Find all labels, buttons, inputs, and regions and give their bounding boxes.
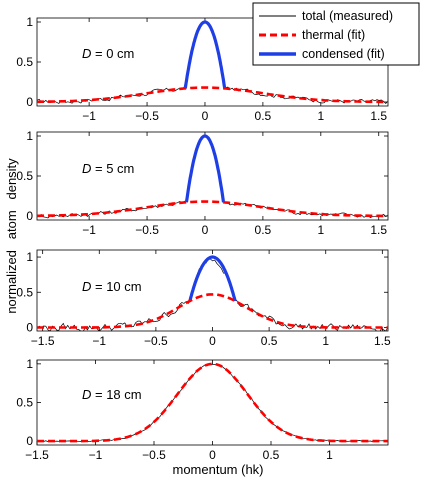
- y-tick-label: 0.5: [16, 285, 33, 299]
- legend-label-condensed: condensed (fit): [302, 47, 385, 61]
- y-tick-label: 1: [26, 129, 33, 143]
- y-tick-label: 0: [26, 95, 33, 109]
- panel-1: −1 −0.5 0 0.5 1 1.5 0 0.5 1 D = 0 cm: [16, 15, 389, 123]
- y-axis-label: normalized atom density: [4, 158, 19, 314]
- x-tick-label: 1.5: [370, 109, 387, 123]
- panel-distance-label: D = 5 cm: [82, 161, 134, 176]
- x-tick-label: −1: [82, 109, 96, 123]
- x-tick-label: 0.5: [263, 448, 280, 462]
- x-tick-label: 1.5: [370, 223, 387, 237]
- panels-group: −1 −0.5 0 0.5 1 1.5 0 0.5 1 D = 0 cm −1 −0.5 0 0.5 1 1.…: [16, 15, 391, 462]
- legend-label-thermal: thermal (fit): [302, 28, 365, 42]
- panel-distance-label: D = 10 cm: [82, 279, 142, 294]
- thermal-fit-curve: [37, 293, 388, 329]
- x-tick-label: 1: [317, 109, 324, 123]
- x-tick-label: 0.5: [255, 109, 272, 123]
- x-tick-label: −1: [82, 223, 96, 237]
- legend: total (measured) thermal (fit) condensed…: [252, 2, 420, 66]
- x-tick-label: 0: [202, 109, 209, 123]
- x-tick-label: −0.5: [135, 109, 159, 123]
- x-tick-label: −1.5: [31, 334, 55, 348]
- y-tick-label: 0: [26, 434, 33, 448]
- condensed-fit-curve: [184, 134, 226, 203]
- x-tick-label: −1: [89, 448, 103, 462]
- x-tick-label: −0.5: [144, 334, 168, 348]
- measured-curve: [37, 363, 388, 443]
- y-tick-label: 0.5: [16, 396, 33, 410]
- thermal-fit-curve: [37, 200, 388, 218]
- y-tick-label: 0: [26, 209, 33, 223]
- condensed-fit-curve: [188, 255, 237, 302]
- curves: [37, 362, 388, 443]
- y-tick-label: 0.5: [16, 169, 33, 183]
- x-tick-label: −0.5: [135, 223, 159, 237]
- x-tick-label: 0.5: [255, 223, 272, 237]
- y-tick-label: 0.5: [16, 55, 33, 69]
- x-tick-label: 1.5: [374, 334, 391, 348]
- x-tick-label: 0: [209, 448, 216, 462]
- y-tick-label: 1: [26, 15, 33, 29]
- x-tick-label: 1: [322, 334, 329, 348]
- curves: [37, 134, 388, 219]
- x-tick-label: −1.5: [25, 448, 49, 462]
- thermal-fit-curve: [37, 362, 388, 443]
- plot-frame: [36, 359, 389, 446]
- y-tick-label: 1: [26, 250, 33, 264]
- x-tick-label: 0: [209, 334, 216, 348]
- legend-label-measured: total (measured): [302, 9, 393, 23]
- x-tick-label: 1: [326, 448, 333, 462]
- curves: [37, 20, 388, 105]
- x-tick-label: 0: [202, 223, 209, 237]
- condensed-fit-curve: [183, 20, 227, 89]
- x-tick-label: 0.5: [261, 334, 278, 348]
- panel-2: −1 −0.5 0 0.5 1 1.5 0 0.5 1 D = 5 cm: [16, 129, 389, 237]
- x-tick-label: −1: [92, 334, 106, 348]
- panel-distance-label: D = 18 cm: [82, 387, 142, 402]
- x-axis-label: momentum (hk): [172, 462, 263, 477]
- panel-distance-label: D = 0 cm: [82, 46, 134, 61]
- curves: [37, 255, 388, 331]
- y-tick-label: 1: [26, 357, 33, 371]
- panel-3: −1.5 −1 −0.5 0 0.5 1 1.5 0 0.5 1 D = 10 cm: [16, 249, 391, 348]
- panel-4: −1.5 −1 −0.5 0 0.5 1 0 0.5 1 D = 18 cm: [16, 357, 389, 462]
- x-tick-label: 1: [317, 223, 324, 237]
- y-tick-label: 0: [26, 320, 33, 334]
- x-tick-label: −0.5: [142, 448, 166, 462]
- thermal-fit-curve: [37, 86, 388, 104]
